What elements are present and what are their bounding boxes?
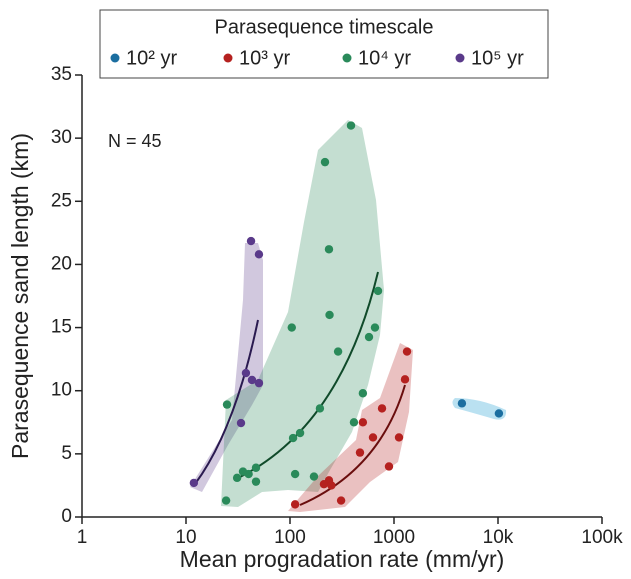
y-tick-label: 20 (51, 253, 72, 274)
trend-purple (194, 319, 259, 485)
legend-marker (223, 53, 233, 63)
point (251, 463, 261, 472)
legend-marker (342, 53, 352, 63)
point (251, 477, 261, 486)
point (309, 472, 319, 481)
point (295, 428, 305, 438)
legend-marker (455, 53, 465, 63)
point (384, 462, 394, 471)
point (373, 286, 383, 296)
y-tick-label: 25 (51, 190, 72, 211)
point (349, 418, 359, 427)
hull-green (221, 120, 384, 507)
trend-green (233, 271, 379, 481)
x-tick-label: 100 (274, 527, 306, 548)
point (370, 323, 380, 332)
point (290, 500, 300, 509)
legend-box (99, 9, 549, 79)
point (287, 323, 296, 332)
point (358, 389, 368, 398)
y-tick-label: 5 (61, 443, 72, 464)
point (336, 496, 346, 505)
legend-marker (110, 53, 120, 63)
point (457, 399, 467, 408)
y-tick-label: 15 (51, 317, 72, 338)
point (355, 448, 365, 457)
point (288, 433, 298, 443)
x-tick-label: 10 (175, 527, 196, 548)
point (315, 404, 325, 413)
point (377, 404, 387, 413)
point (324, 245, 334, 254)
point (494, 409, 504, 418)
legend-label: 10⁵ yr (471, 47, 524, 69)
y-tick-label: 10 (51, 380, 72, 401)
x-tick-label: 10k (483, 527, 514, 548)
point (189, 478, 199, 488)
point (221, 496, 231, 505)
legend-label: 10⁴ yr (358, 47, 411, 69)
point (244, 469, 253, 479)
trend-red (299, 384, 406, 506)
x-axis-label: Mean progradation rate (mm/yr) (180, 546, 505, 572)
legend-title: Parasequence timescale (214, 16, 433, 38)
point (325, 310, 334, 320)
point (254, 378, 264, 388)
point (364, 332, 374, 342)
hull-purple (190, 243, 263, 492)
point (402, 347, 412, 356)
point (247, 375, 257, 385)
point (327, 481, 336, 490)
point (241, 368, 251, 378)
point (358, 418, 368, 427)
point (400, 375, 410, 384)
point (290, 469, 300, 479)
x-tick-label: 1 (77, 527, 88, 548)
point (319, 479, 329, 489)
annotation: N = 45 (108, 131, 162, 151)
x-tick-label: 1000 (373, 527, 415, 548)
point (222, 400, 232, 409)
point (236, 418, 246, 428)
legend-label: 10³ yr (239, 47, 290, 69)
y-axis-label: Parasequence sand length (km) (7, 133, 33, 459)
hull-red (288, 343, 413, 512)
point (246, 236, 256, 246)
point (320, 157, 330, 167)
point (394, 433, 404, 442)
x-tick-label: 100k (581, 527, 623, 548)
point (232, 473, 242, 483)
y-tick-label: 0 (61, 506, 72, 527)
y-tick-label: 35 (51, 64, 72, 85)
y-tick-label: 30 (51, 127, 72, 148)
point (368, 433, 378, 442)
point (254, 250, 264, 259)
point (346, 121, 356, 130)
point (333, 347, 343, 356)
legend-label: 10² yr (126, 47, 177, 69)
